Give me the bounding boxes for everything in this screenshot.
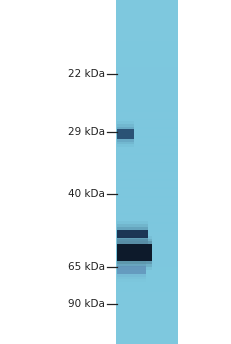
Bar: [116, 213, 178, 224]
Bar: [116, 101, 178, 112]
Bar: [116, 50, 178, 60]
Bar: [116, 273, 178, 284]
Bar: [116, 76, 178, 86]
Bar: [116, 153, 178, 163]
Bar: [117, 230, 148, 238]
Bar: [117, 124, 134, 144]
Bar: [116, 0, 178, 9]
Bar: [116, 33, 178, 43]
Bar: [117, 239, 152, 267]
Bar: [117, 244, 152, 261]
Bar: [116, 24, 178, 34]
Bar: [116, 299, 178, 310]
Bar: [116, 316, 178, 327]
Text: 90 kDa: 90 kDa: [68, 299, 105, 310]
Text: 22 kDa: 22 kDa: [68, 69, 105, 79]
Bar: [116, 308, 178, 318]
Bar: [117, 224, 148, 244]
Bar: [117, 129, 134, 139]
Bar: [116, 7, 178, 17]
Bar: [117, 129, 134, 139]
Bar: [116, 265, 178, 275]
Bar: [116, 256, 178, 267]
Text: 29 kDa: 29 kDa: [68, 127, 105, 138]
Bar: [117, 261, 146, 279]
Bar: [117, 241, 152, 264]
Bar: [116, 144, 178, 155]
Bar: [116, 58, 178, 69]
Bar: [117, 244, 152, 261]
Bar: [116, 93, 178, 103]
Bar: [116, 0, 178, 344]
Text: 65 kDa: 65 kDa: [68, 261, 105, 272]
Bar: [116, 15, 178, 26]
Bar: [116, 127, 178, 138]
Bar: [116, 230, 178, 241]
Bar: [117, 266, 146, 274]
Bar: [116, 222, 178, 232]
Bar: [117, 121, 134, 147]
Bar: [116, 119, 178, 129]
Bar: [116, 239, 178, 249]
Bar: [116, 334, 178, 344]
Bar: [116, 187, 178, 198]
Bar: [117, 230, 148, 238]
Bar: [116, 282, 178, 292]
Bar: [116, 248, 178, 258]
Bar: [117, 222, 148, 246]
Bar: [117, 266, 146, 274]
Bar: [116, 41, 178, 52]
Bar: [116, 291, 178, 301]
Bar: [116, 196, 178, 206]
Bar: [117, 264, 146, 277]
Bar: [116, 110, 178, 120]
Bar: [116, 84, 178, 95]
Bar: [117, 236, 152, 270]
Text: 40 kDa: 40 kDa: [68, 189, 105, 200]
Bar: [116, 325, 178, 335]
Bar: [116, 67, 178, 77]
Bar: [116, 162, 178, 172]
Bar: [116, 179, 178, 189]
Bar: [117, 227, 148, 241]
Bar: [117, 258, 146, 282]
Bar: [116, 205, 178, 215]
Bar: [116, 136, 178, 146]
Bar: [116, 170, 178, 181]
Bar: [117, 127, 134, 142]
